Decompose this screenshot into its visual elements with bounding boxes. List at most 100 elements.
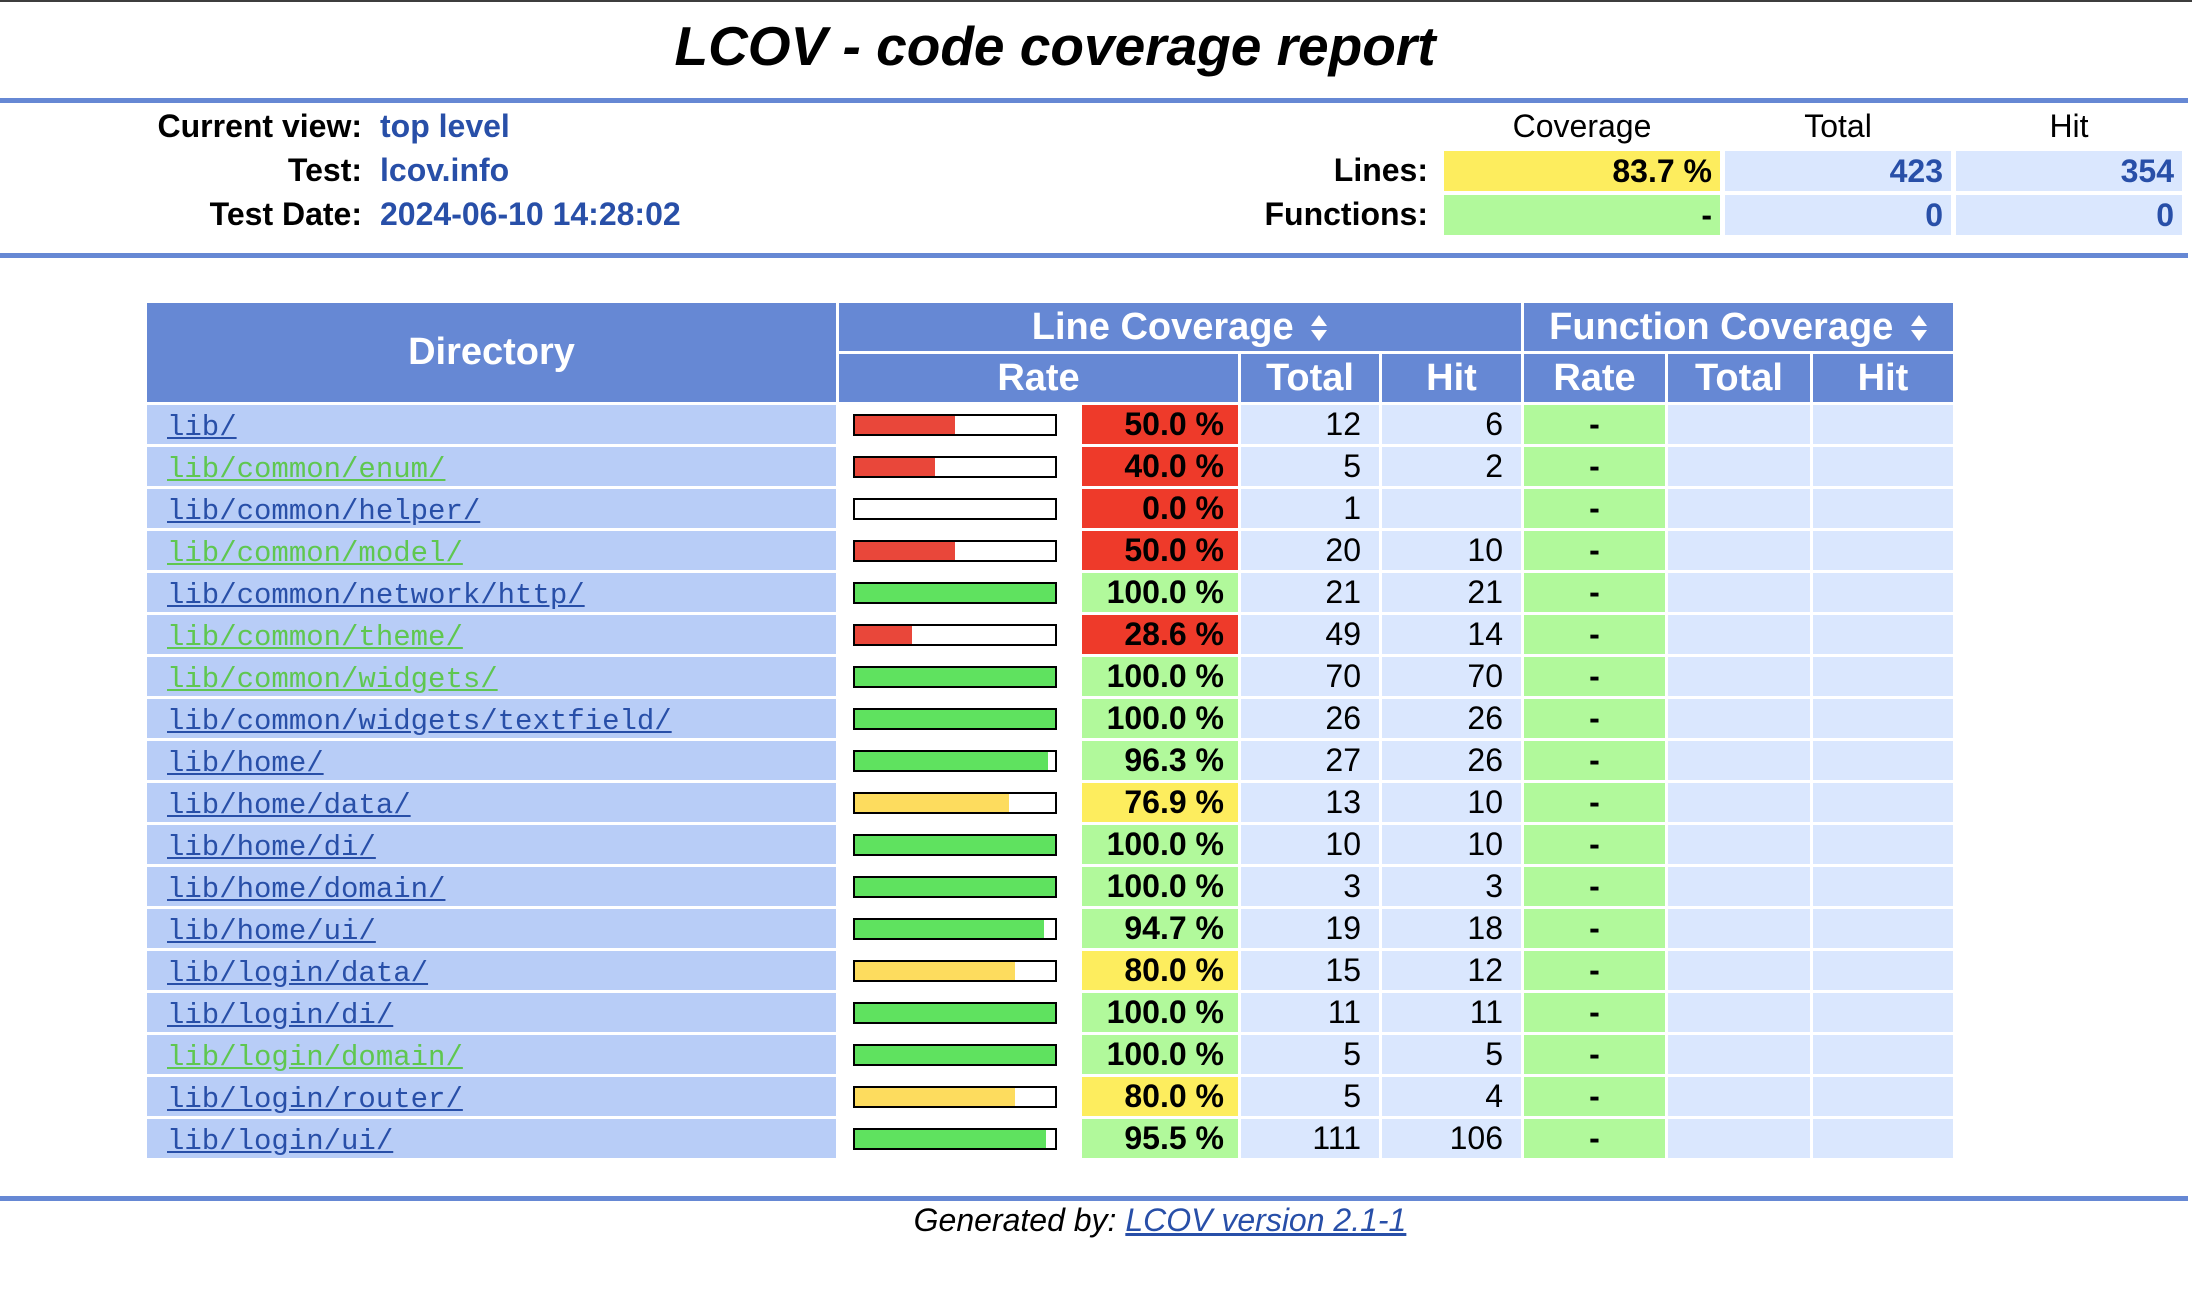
directory-link[interactable]: lib/login/di/ (167, 998, 394, 1032)
directory-link[interactable]: lib/ (167, 410, 237, 444)
header-ruler (0, 98, 2188, 103)
function-rate: - (1524, 993, 1665, 1032)
directory-cell: lib/common/theme/ (147, 615, 836, 654)
lines-label: Lines: (1333, 152, 1428, 188)
coverage-bar-fill (855, 1003, 1055, 1022)
table-row: lib/50.0 % 12 6- (147, 405, 1953, 444)
directory-link[interactable]: lib/common/widgets/ (167, 662, 498, 696)
directory-link[interactable]: lib/common/model/ (167, 536, 463, 570)
table-row: lib/common/theme/28.6 % 49 14- (147, 615, 1953, 654)
directory-link[interactable]: lib/home/data/ (167, 788, 411, 822)
function-hit (1813, 615, 1953, 654)
function-rate: - (1524, 447, 1665, 486)
function-hit (1813, 573, 1953, 612)
function-hit (1813, 657, 1953, 696)
coverage-table: Directory Line Coverage Function Coverag… (144, 300, 1956, 1161)
coverage-bar-cell (839, 447, 1079, 486)
coverage-bar-cell (839, 531, 1079, 570)
coverage-bar-fill (855, 667, 1055, 686)
directory-link[interactable]: lib/home/di/ (167, 830, 376, 864)
line-coverage-header[interactable]: Line Coverage (839, 303, 1521, 351)
coverage-bar-cell (839, 405, 1079, 444)
function-hit (1813, 1035, 1953, 1074)
function-rate-header: Rate (1524, 354, 1665, 402)
function-total (1668, 1119, 1810, 1158)
directory-link[interactable]: lib/login/data/ (167, 956, 429, 990)
coverage-bar-fill (855, 1129, 1046, 1148)
function-rate: - (1524, 573, 1665, 612)
coverage-bar (853, 623, 1057, 646)
line-total: 5 (1241, 1077, 1379, 1116)
function-rate: - (1524, 699, 1665, 738)
table-row: lib/home/ui/94.7 % 19 18- (147, 909, 1953, 948)
line-total: 5 (1241, 447, 1379, 486)
summary-ruler (0, 253, 2188, 258)
line-total: 26 (1241, 699, 1379, 738)
line-total: 11 (1241, 993, 1379, 1032)
function-total (1668, 447, 1810, 486)
line-total: 1 (1241, 489, 1379, 528)
line-total: 13 (1241, 783, 1379, 822)
directory-cell: lib/login/data/ (147, 951, 836, 990)
line-hit-header: Hit (1382, 354, 1521, 402)
line-hit: 2 (1382, 447, 1521, 486)
function-total (1668, 1035, 1810, 1074)
line-rate: 100.0 % (1082, 657, 1238, 696)
line-rate: 50.0 % (1082, 405, 1238, 444)
line-rate: 50.0 % (1082, 531, 1238, 570)
directory-link[interactable]: lib/common/theme/ (167, 620, 463, 654)
line-rate: 94.7 % (1082, 909, 1238, 948)
directory-cell: lib/login/ui/ (147, 1119, 836, 1158)
table-row: lib/home/96.3 % 27 26- (147, 741, 1953, 780)
function-total (1668, 699, 1810, 738)
coverage-bar-cell (839, 909, 1079, 948)
line-rate: 100.0 % (1082, 825, 1238, 864)
directory-link[interactable]: lib/login/ui/ (167, 1124, 394, 1158)
functions-label: Functions: (1264, 196, 1428, 232)
line-hit: 26 (1382, 741, 1521, 780)
function-coverage-header[interactable]: Function Coverage (1524, 303, 1953, 351)
directory-link[interactable]: lib/login/router/ (167, 1082, 463, 1116)
lcov-version-link[interactable]: LCOV version 2.1-1 (1125, 1202, 1407, 1238)
coverage-bar-cell (839, 699, 1079, 738)
coverage-bar (853, 665, 1057, 688)
directory-cell: lib/common/network/http/ (147, 573, 836, 612)
directory-link[interactable]: lib/home/ (167, 746, 324, 780)
table-row: lib/common/model/50.0 % 20 10- (147, 531, 1953, 570)
coverage-bar (853, 539, 1057, 562)
function-hit (1813, 825, 1953, 864)
coverage-bar (853, 875, 1057, 898)
line-hit: 5 (1382, 1035, 1521, 1074)
function-rate: - (1524, 531, 1665, 570)
line-total: 27 (1241, 741, 1379, 780)
directory-link[interactable]: lib/common/helper/ (167, 494, 481, 528)
line-total: 21 (1241, 573, 1379, 612)
function-hit (1813, 741, 1953, 780)
test-label: Test: (287, 152, 362, 188)
directory-link[interactable]: lib/login/domain/ (167, 1040, 463, 1074)
directory-link[interactable]: lib/home/domain/ (167, 872, 446, 906)
directory-link[interactable]: lib/common/enum/ (167, 452, 446, 486)
sort-up-down-icon[interactable] (1910, 313, 1928, 343)
function-rate: - (1524, 489, 1665, 528)
directory-cell: lib/common/helper/ (147, 489, 836, 528)
function-rate: - (1524, 1035, 1665, 1074)
line-hit: 10 (1382, 783, 1521, 822)
coverage-bar-cell (839, 825, 1079, 864)
directory-link[interactable]: lib/common/widgets/textfield/ (167, 704, 672, 738)
line-rate: 96.3 % (1082, 741, 1238, 780)
directory-link[interactable]: lib/common/network/http/ (167, 578, 585, 612)
line-rate: 100.0 % (1082, 993, 1238, 1032)
coverage-bar-cell (839, 489, 1079, 528)
directory-link[interactable]: lib/home/ui/ (167, 914, 376, 948)
function-total (1668, 489, 1810, 528)
line-rate: 100.0 % (1082, 867, 1238, 906)
coverage-bar-fill (855, 1087, 1015, 1106)
lines-coverage: 83.7 % (1444, 151, 1720, 191)
page-title: LCOV - code coverage report (674, 15, 1436, 77)
line-hit: 10 (1382, 531, 1521, 570)
sort-up-down-icon[interactable] (1310, 313, 1328, 343)
function-hit (1813, 531, 1953, 570)
coverage-bar (853, 1001, 1057, 1024)
function-rate: - (1524, 405, 1665, 444)
